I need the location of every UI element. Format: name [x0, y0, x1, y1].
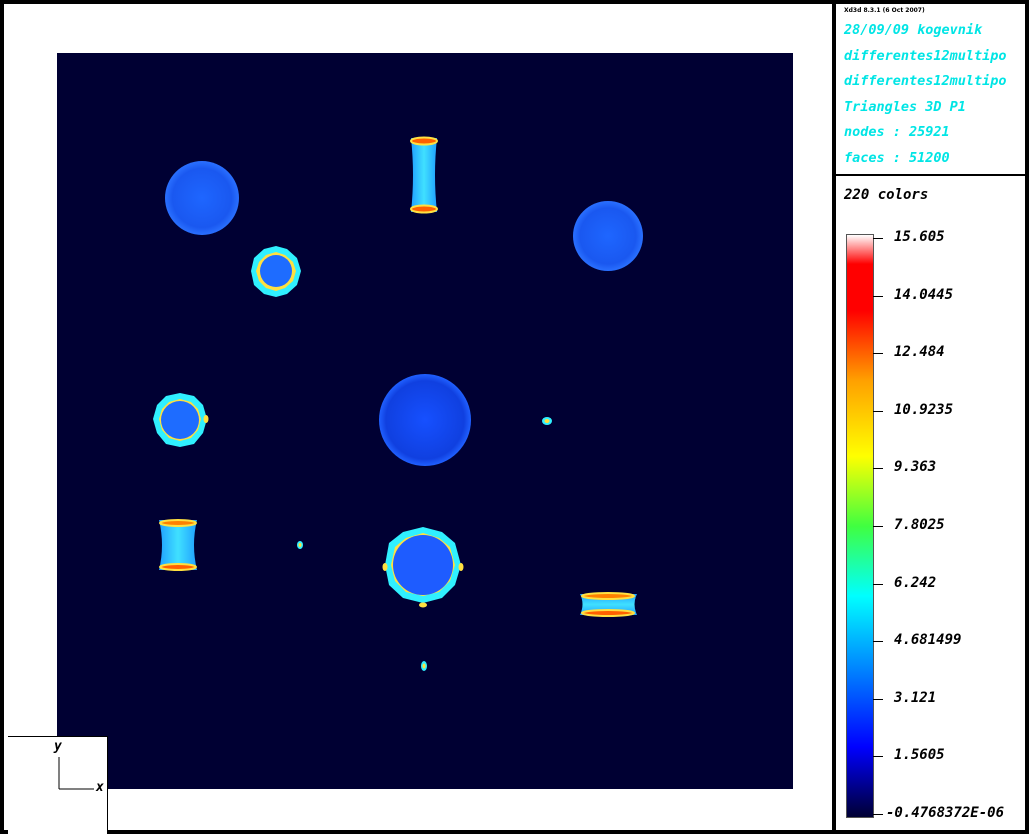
dot-2: [297, 541, 303, 549]
colorbar-tick: [873, 353, 883, 355]
disk-top-left: [165, 161, 239, 235]
panel-divider: [832, 4, 836, 830]
info-box: Xd3d 8.3.1 (6 Oct 2007) 28/09/09 kogevni…: [836, 4, 1025, 176]
colorbar-tick-label: 7.8025: [894, 517, 945, 533]
colorbar-tick: [873, 814, 883, 815]
plot-area[interactable]: y x: [4, 4, 832, 834]
mesh-type-text: Triangles 3D P1: [844, 99, 966, 115]
colorbar-tick-label: 10.9235: [894, 401, 954, 418]
colorbar-tick: [873, 698, 883, 700]
colorbar-tick-label: 15.605: [894, 229, 945, 245]
cylinder-vertical-left: [159, 519, 197, 571]
colorbar: [846, 234, 874, 818]
side-panel: Xd3d 8.3.1 (6 Oct 2007) 28/09/09 kogevni…: [836, 4, 1025, 830]
field-svg: [153, 136, 643, 671]
disk-center: [379, 374, 471, 466]
colorbar-tick: [873, 238, 883, 239]
colorbar-tick: [873, 468, 883, 470]
colorbar-tick-label: 14.0445: [894, 286, 954, 303]
colorbar-tick: [873, 410, 883, 412]
nodes-count-text: nodes : 25921: [844, 124, 950, 140]
x-axis-label: x: [96, 780, 104, 795]
file-name-1: differentes12multipo: [844, 48, 1007, 64]
colorbar-tick-label: 1.5605: [894, 747, 945, 764]
colorbar-tick: [873, 583, 883, 585]
faces-count-text: faces : 51200: [844, 150, 950, 166]
y-axis-label: y: [54, 739, 62, 754]
axes-icon: [58, 757, 94, 790]
file-name-2: differentes12multipo: [844, 73, 1007, 89]
colorbar-tick-label: 3.121: [894, 689, 937, 706]
axes-indicator: y x: [8, 736, 108, 834]
colorbar-tick-label: 4.681499: [894, 632, 962, 649]
scalar-field-view[interactable]: [57, 53, 793, 789]
dot-3: [421, 661, 427, 671]
jagged-disk-2: [153, 393, 209, 447]
colorbar-tick-label: 12.484: [894, 344, 945, 361]
date-user-text: 28/09/09 kogevnik: [844, 22, 983, 38]
colorbar-tick-label: 9.363: [894, 459, 937, 476]
dot-1: [542, 417, 552, 425]
colorbar-tick-label: -0.4768372E-06: [886, 805, 1005, 821]
colorbar-tick: [873, 526, 883, 527]
colors-count-label: 220 colors: [844, 187, 929, 203]
disk-top-right: [573, 201, 643, 271]
colorbar-tick: [873, 295, 883, 297]
cylinder-vertical-top: [410, 136, 438, 214]
colorbar-tick: [873, 641, 883, 643]
jagged-disk-3: [382, 527, 464, 608]
jagged-disk-1: [251, 246, 301, 297]
cylinder-horizontal: [580, 592, 637, 617]
version-text: Xd3d 8.3.1 (6 Oct 2007): [844, 7, 925, 14]
colorbar-tick-label: 6.242: [894, 574, 937, 591]
colorbar-tick: [873, 756, 883, 758]
